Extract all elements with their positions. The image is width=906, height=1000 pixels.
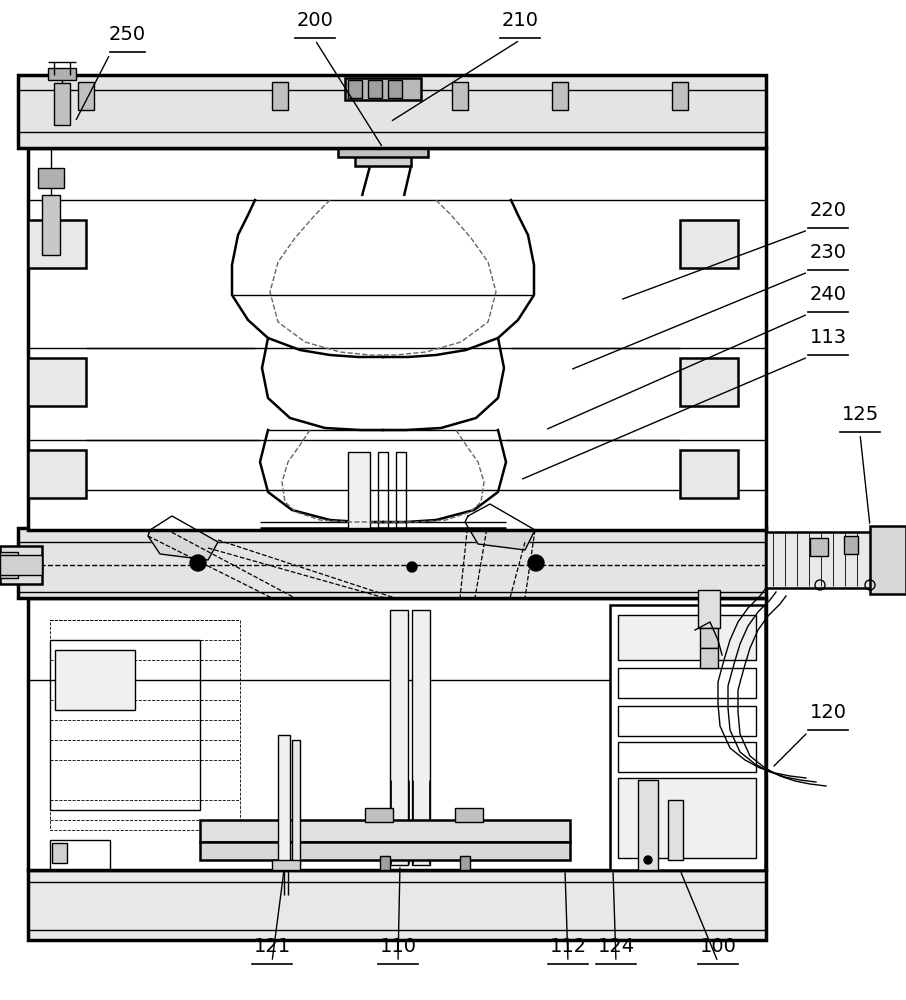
Bar — [844, 536, 858, 554]
Bar — [292, 740, 300, 865]
Bar — [78, 82, 94, 110]
Text: 110: 110 — [380, 937, 417, 956]
Bar — [200, 842, 570, 860]
Text: 124: 124 — [597, 937, 634, 956]
Polygon shape — [465, 504, 535, 550]
Bar — [200, 820, 570, 842]
Bar — [28, 598, 766, 870]
Circle shape — [528, 555, 544, 571]
Bar — [50, 640, 200, 810]
Bar — [0, 552, 18, 578]
Bar — [668, 800, 683, 860]
Bar — [350, 132, 416, 146]
Text: 100: 100 — [699, 937, 737, 956]
Bar — [380, 856, 390, 870]
Circle shape — [407, 562, 417, 572]
Bar — [455, 808, 483, 822]
Text: 112: 112 — [549, 937, 586, 956]
Bar — [278, 735, 290, 870]
Text: 240: 240 — [809, 285, 846, 304]
Bar — [18, 528, 766, 598]
Bar — [55, 650, 135, 710]
Bar — [0, 555, 42, 575]
Bar — [396, 452, 406, 528]
Bar — [680, 220, 738, 268]
Bar — [54, 83, 70, 125]
Bar — [390, 610, 408, 865]
Circle shape — [190, 555, 206, 571]
Text: 113: 113 — [809, 328, 846, 347]
Text: 210: 210 — [502, 11, 538, 30]
Bar — [700, 648, 718, 668]
Bar — [50, 840, 110, 870]
Bar — [348, 80, 362, 98]
Bar — [368, 80, 382, 98]
Bar — [552, 82, 568, 110]
Bar — [672, 82, 688, 110]
Bar — [42, 195, 60, 255]
Bar — [452, 82, 468, 110]
Bar — [618, 742, 756, 772]
Bar — [618, 668, 756, 698]
Bar — [348, 452, 370, 528]
Bar — [766, 532, 906, 588]
Bar — [618, 706, 756, 736]
Bar — [338, 143, 428, 157]
Text: 230: 230 — [809, 243, 846, 262]
Text: 200: 200 — [296, 11, 333, 30]
Bar — [870, 526, 906, 594]
Bar — [28, 358, 86, 406]
Bar — [28, 450, 86, 498]
Bar — [28, 220, 86, 268]
Bar — [0, 546, 42, 584]
Bar — [360, 122, 406, 134]
Bar — [378, 452, 388, 528]
Text: 220: 220 — [809, 201, 846, 220]
Text: 250: 250 — [109, 25, 146, 44]
Bar — [48, 68, 76, 80]
Text: 125: 125 — [842, 405, 879, 424]
Bar — [810, 538, 828, 556]
Bar — [52, 843, 67, 863]
Bar — [680, 358, 738, 406]
Bar — [345, 78, 421, 100]
Bar — [38, 168, 64, 188]
Bar — [698, 590, 720, 628]
Bar — [18, 75, 766, 148]
Bar — [272, 82, 288, 110]
Bar — [355, 148, 411, 166]
Text: 120: 120 — [809, 703, 846, 722]
Bar — [460, 856, 470, 870]
Bar — [610, 605, 765, 870]
Bar — [388, 80, 402, 98]
Bar — [638, 780, 658, 870]
Bar — [700, 628, 718, 648]
Polygon shape — [148, 516, 218, 560]
Circle shape — [644, 856, 652, 864]
Text: 121: 121 — [254, 937, 291, 956]
Bar — [50, 620, 240, 830]
Bar — [28, 870, 766, 940]
Bar — [412, 610, 430, 865]
Bar — [28, 148, 766, 530]
Bar — [618, 615, 756, 660]
Bar — [618, 778, 756, 858]
Bar — [680, 450, 738, 498]
Bar — [365, 808, 393, 822]
Bar — [272, 860, 300, 870]
